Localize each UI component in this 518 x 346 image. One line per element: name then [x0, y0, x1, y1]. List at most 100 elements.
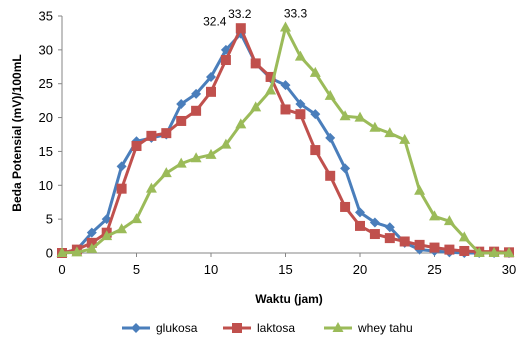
triangle-marker: [280, 21, 291, 32]
diamond-marker: [131, 323, 141, 333]
diamond-marker: [191, 88, 202, 99]
x-axis-title: Waktu (jam): [255, 292, 323, 306]
triangle-marker: [458, 231, 470, 242]
square-marker: [176, 115, 187, 126]
square-marker: [325, 170, 336, 181]
triangle-marker: [250, 101, 262, 112]
x-tick-label: 20: [353, 262, 367, 277]
triangle-marker: [205, 148, 217, 159]
square-marker: [161, 128, 172, 139]
diamond-marker: [384, 222, 395, 233]
y-tick-label: 35: [39, 9, 53, 24]
triangle-marker: [503, 247, 515, 257]
diamond-marker: [369, 217, 380, 228]
series-layer: [56, 21, 515, 258]
triangle-marker: [354, 111, 366, 122]
diamond-marker: [355, 207, 365, 218]
triangle-marker: [131, 213, 142, 224]
triangle-marker: [71, 246, 83, 257]
square-marker: [355, 220, 365, 231]
square-marker: [250, 58, 261, 69]
triangle-marker: [220, 138, 232, 149]
square-marker: [369, 229, 380, 240]
y-axis-title: Beda Potensial (mV)/100mL: [10, 54, 24, 211]
square-marker: [280, 104, 291, 115]
triangle-marker: [175, 157, 187, 168]
triangle-marker: [324, 89, 336, 100]
square-marker: [444, 244, 455, 255]
square-marker: [220, 55, 231, 66]
series-line: [61, 26, 509, 255]
square-marker: [399, 236, 410, 247]
triangle-marker: [339, 110, 351, 121]
axes: 0 5 10 15 20 25 30 35 0 5 10 15 20 25 30: [39, 9, 517, 278]
legend: glukosa laktosa whey tahu: [122, 321, 413, 335]
x-tick-label: 0: [58, 262, 65, 277]
legend-item: laktosa: [223, 321, 295, 335]
diamond-marker: [176, 99, 187, 110]
diamond-marker: [86, 227, 97, 238]
x-tick-label: 30: [502, 262, 516, 277]
y-tick-label: 10: [39, 178, 53, 193]
x-tick-label: 25: [427, 262, 441, 277]
y-tick-label: 15: [39, 144, 53, 159]
triangle-marker: [145, 182, 157, 193]
triangle-marker: [86, 242, 98, 253]
square-marker: [459, 245, 470, 256]
triangle-marker: [265, 84, 277, 95]
triangle-marker: [332, 322, 344, 332]
legend-label: glukosa: [156, 321, 198, 335]
series-whey-tahu: [56, 21, 515, 257]
y-tick-label: 5: [46, 212, 53, 227]
data-label: 33.2: [228, 7, 252, 21]
square-marker: [86, 237, 97, 248]
triangle-marker: [443, 215, 455, 226]
triangle-marker: [101, 230, 113, 241]
square-marker: [295, 109, 306, 120]
x-tick-label: 5: [133, 262, 140, 277]
triangle-marker: [399, 133, 411, 144]
legend-label: laktosa: [257, 321, 295, 335]
triangle-marker: [116, 223, 128, 234]
data-label: 32.4: [203, 15, 227, 29]
triangle-marker: [56, 247, 68, 257]
series-laktosa: [57, 23, 514, 258]
triangle-marker: [414, 184, 426, 195]
square-marker: [414, 239, 425, 250]
triangle-marker: [488, 247, 500, 257]
y-tick-label: 0: [46, 246, 53, 261]
y-tick-label: 30: [39, 42, 53, 57]
triangle-marker: [429, 210, 440, 221]
x-tick-label: 10: [204, 262, 218, 277]
square-marker: [146, 130, 157, 141]
square-marker: [232, 323, 242, 333]
y-tick-label: 25: [39, 76, 53, 91]
square-marker: [265, 71, 276, 82]
legend-label: whey tahu: [357, 321, 413, 335]
diamond-marker: [280, 80, 291, 91]
square-marker: [116, 183, 127, 194]
triangle-marker: [190, 152, 202, 163]
square-marker: [235, 23, 246, 34]
square-marker: [310, 145, 321, 156]
triangle-marker: [235, 118, 247, 129]
data-label: 33.3: [284, 7, 308, 21]
triangle-marker: [369, 121, 381, 132]
square-marker: [191, 105, 202, 116]
legend-item: whey tahu: [324, 321, 413, 335]
square-marker: [206, 86, 216, 97]
square-marker: [384, 233, 395, 244]
triangle-marker: [294, 50, 306, 61]
diamond-marker: [116, 161, 127, 172]
x-tick-label: 15: [278, 262, 292, 277]
diamond-marker: [325, 132, 336, 143]
triangle-marker: [309, 66, 321, 77]
square-marker: [131, 141, 142, 152]
y-tick-label: 20: [39, 110, 53, 125]
diamond-marker: [310, 109, 321, 120]
diamond-marker: [206, 71, 216, 82]
triangle-marker: [384, 127, 396, 138]
diamond-marker: [340, 163, 351, 174]
